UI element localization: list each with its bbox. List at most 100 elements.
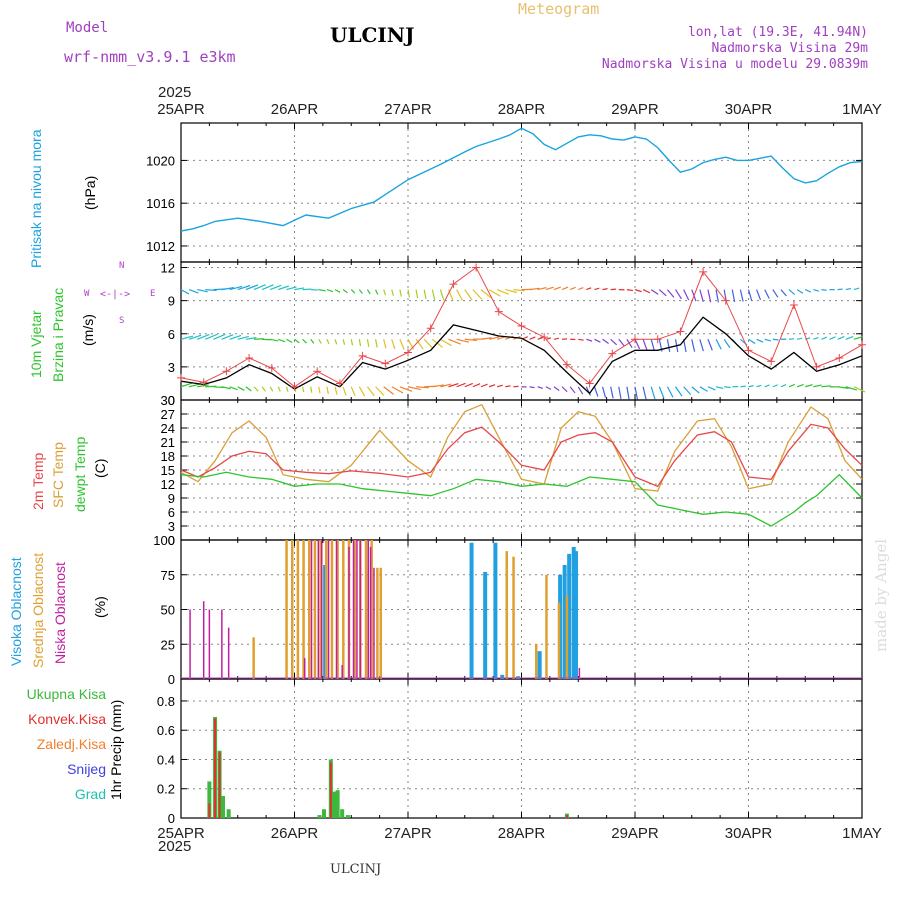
wind-direction-arrow	[772, 384, 778, 388]
x-tick-label-top: 25APR	[157, 101, 205, 118]
wind-gust-marker	[585, 379, 594, 388]
wind-gust-marker	[835, 354, 844, 363]
wind-direction-arrow	[464, 382, 474, 388]
wind-direction-arrow	[229, 334, 242, 340]
low-cloud-bar	[341, 665, 343, 679]
precip-ylabel: 1hr Precip (mm)	[108, 699, 124, 800]
wind-direction-arrow	[845, 386, 858, 391]
precip-y-tick-label: 0.8	[157, 694, 175, 709]
wind-direction-arrow	[213, 333, 226, 340]
x-tick-label-top: 27APR	[384, 101, 432, 118]
wind-gust-marker	[608, 349, 617, 358]
wind-gust-marker	[358, 351, 367, 360]
temp-ylabel-dewpt: dewpt Temp	[72, 436, 88, 512]
total-precip-bar	[226, 809, 231, 818]
temp-y-tick-label: 18	[161, 449, 175, 464]
x-tick-label-bottom: 25APR	[157, 825, 205, 842]
x-tick-label-top: 26APR	[271, 101, 319, 118]
precip-panel-frame	[180, 678, 863, 819]
product-title: Meteogram	[518, 0, 600, 18]
wind-direction-arrow	[391, 339, 396, 350]
cloud-y-tick-label: 0	[168, 672, 175, 687]
mid-cloud-bar	[325, 540, 328, 679]
mid-cloud-bar	[319, 540, 322, 679]
wind-direction-arrow	[237, 284, 251, 291]
wind-direction-arrow	[221, 287, 234, 291]
pressure-unit: (hPa)	[82, 175, 98, 210]
wind-direction-arrow	[731, 289, 736, 303]
wind-direction-arrow	[626, 289, 634, 292]
mid-cloud-bar	[308, 540, 311, 679]
x-tick-label-top: 1MAY	[842, 101, 882, 118]
wind-direction-arrow	[196, 333, 210, 340]
wind-direction-arrow	[821, 289, 827, 291]
wind-direction-arrow	[285, 386, 289, 392]
wind-direction-arrow	[294, 338, 300, 344]
wind-direction-arrow	[464, 338, 477, 342]
wind-direction-arrow	[788, 289, 796, 296]
total-precip-bar	[317, 815, 322, 818]
wind-direction-arrow	[456, 289, 464, 301]
cloud-y-tick-label: 50	[161, 603, 175, 618]
wind-direction-arrow	[845, 287, 851, 291]
wind-direction-arrow	[683, 386, 692, 396]
pressure-y-tick-label: 1016	[146, 196, 175, 211]
wind-direction-arrow	[529, 386, 535, 389]
x-tick-label-top: 30APR	[725, 101, 773, 118]
wind-direction-arrow	[553, 286, 561, 291]
compass-n: N	[119, 261, 125, 271]
precip-y-tick-label: 0.4	[157, 752, 175, 767]
x-tick-label-bottom: 30APR	[725, 825, 773, 842]
wind-direction-arrow	[813, 384, 822, 388]
precip-legend-conv: Konvek.Kisa	[28, 711, 106, 727]
wind-direction-arrow	[415, 289, 419, 299]
temp-y-tick-label: 6	[168, 505, 175, 520]
wind-direction-arrow	[399, 289, 402, 297]
wind-direction-arrow	[602, 338, 609, 344]
high-cloud-bar	[567, 553, 572, 679]
wind-direction-arrow	[529, 287, 540, 291]
x-tick-label-bottom: 27APR	[384, 825, 432, 842]
wind-direction-arrow	[374, 339, 378, 348]
cloud-ylabel-high: Visoka Oblacnost	[8, 557, 24, 666]
wind-direction-arrow	[221, 386, 231, 390]
wind-ylabel-1: 10m Vjetar	[28, 310, 44, 378]
wind-direction-arrow	[488, 336, 500, 340]
compass-s: S	[119, 316, 125, 326]
wind-gust-marker	[245, 354, 254, 363]
high-cloud-bar	[571, 546, 576, 679]
wind-direction-arrow	[472, 383, 481, 388]
wind-direction-arrow	[715, 289, 720, 303]
wind-direction-arrow	[342, 289, 348, 294]
wind-direction-arrow	[302, 288, 312, 291]
mid-cloud-bar	[535, 644, 538, 679]
wind-direction-arrow	[666, 386, 674, 398]
wind-direction-arrow	[423, 338, 434, 349]
model-elevation-label: Nadmorska Visina u modelu 29.0839m	[601, 57, 868, 72]
high-cloud-bar	[483, 571, 488, 679]
cloud-y-tick-label: 100	[153, 533, 175, 548]
low-cloud-bar	[356, 540, 358, 679]
mid-cloud-bar	[376, 567, 379, 679]
wind-direction-arrow	[853, 386, 866, 393]
wind-direction-arrow	[569, 286, 576, 291]
conv-precip-bar	[329, 762, 332, 818]
pressure-panel-frame	[180, 122, 863, 263]
wind-direction-arrow	[577, 386, 584, 395]
wind-gust-marker	[426, 324, 435, 333]
wind-direction-arrow	[837, 336, 845, 340]
wind-direction-arrow	[326, 386, 329, 395]
wind-direction-arrow	[513, 289, 525, 292]
wind-direction-arrow	[853, 336, 863, 340]
cloud-y-tick-label: 25	[161, 637, 175, 652]
wind-direction-arrow	[440, 383, 452, 388]
wind-direction-arrow	[740, 385, 746, 388]
wind-direction-arrow	[666, 339, 671, 353]
mid-cloud-bar	[512, 556, 515, 679]
precip-y-tick-label: 0	[168, 811, 175, 826]
wind-direction-arrow	[180, 335, 194, 340]
wind-direction-arrow	[723, 338, 731, 349]
wind-gust-marker	[699, 267, 708, 276]
wind-direction-arrow	[642, 386, 647, 400]
wind-direction-arrow	[318, 289, 326, 292]
